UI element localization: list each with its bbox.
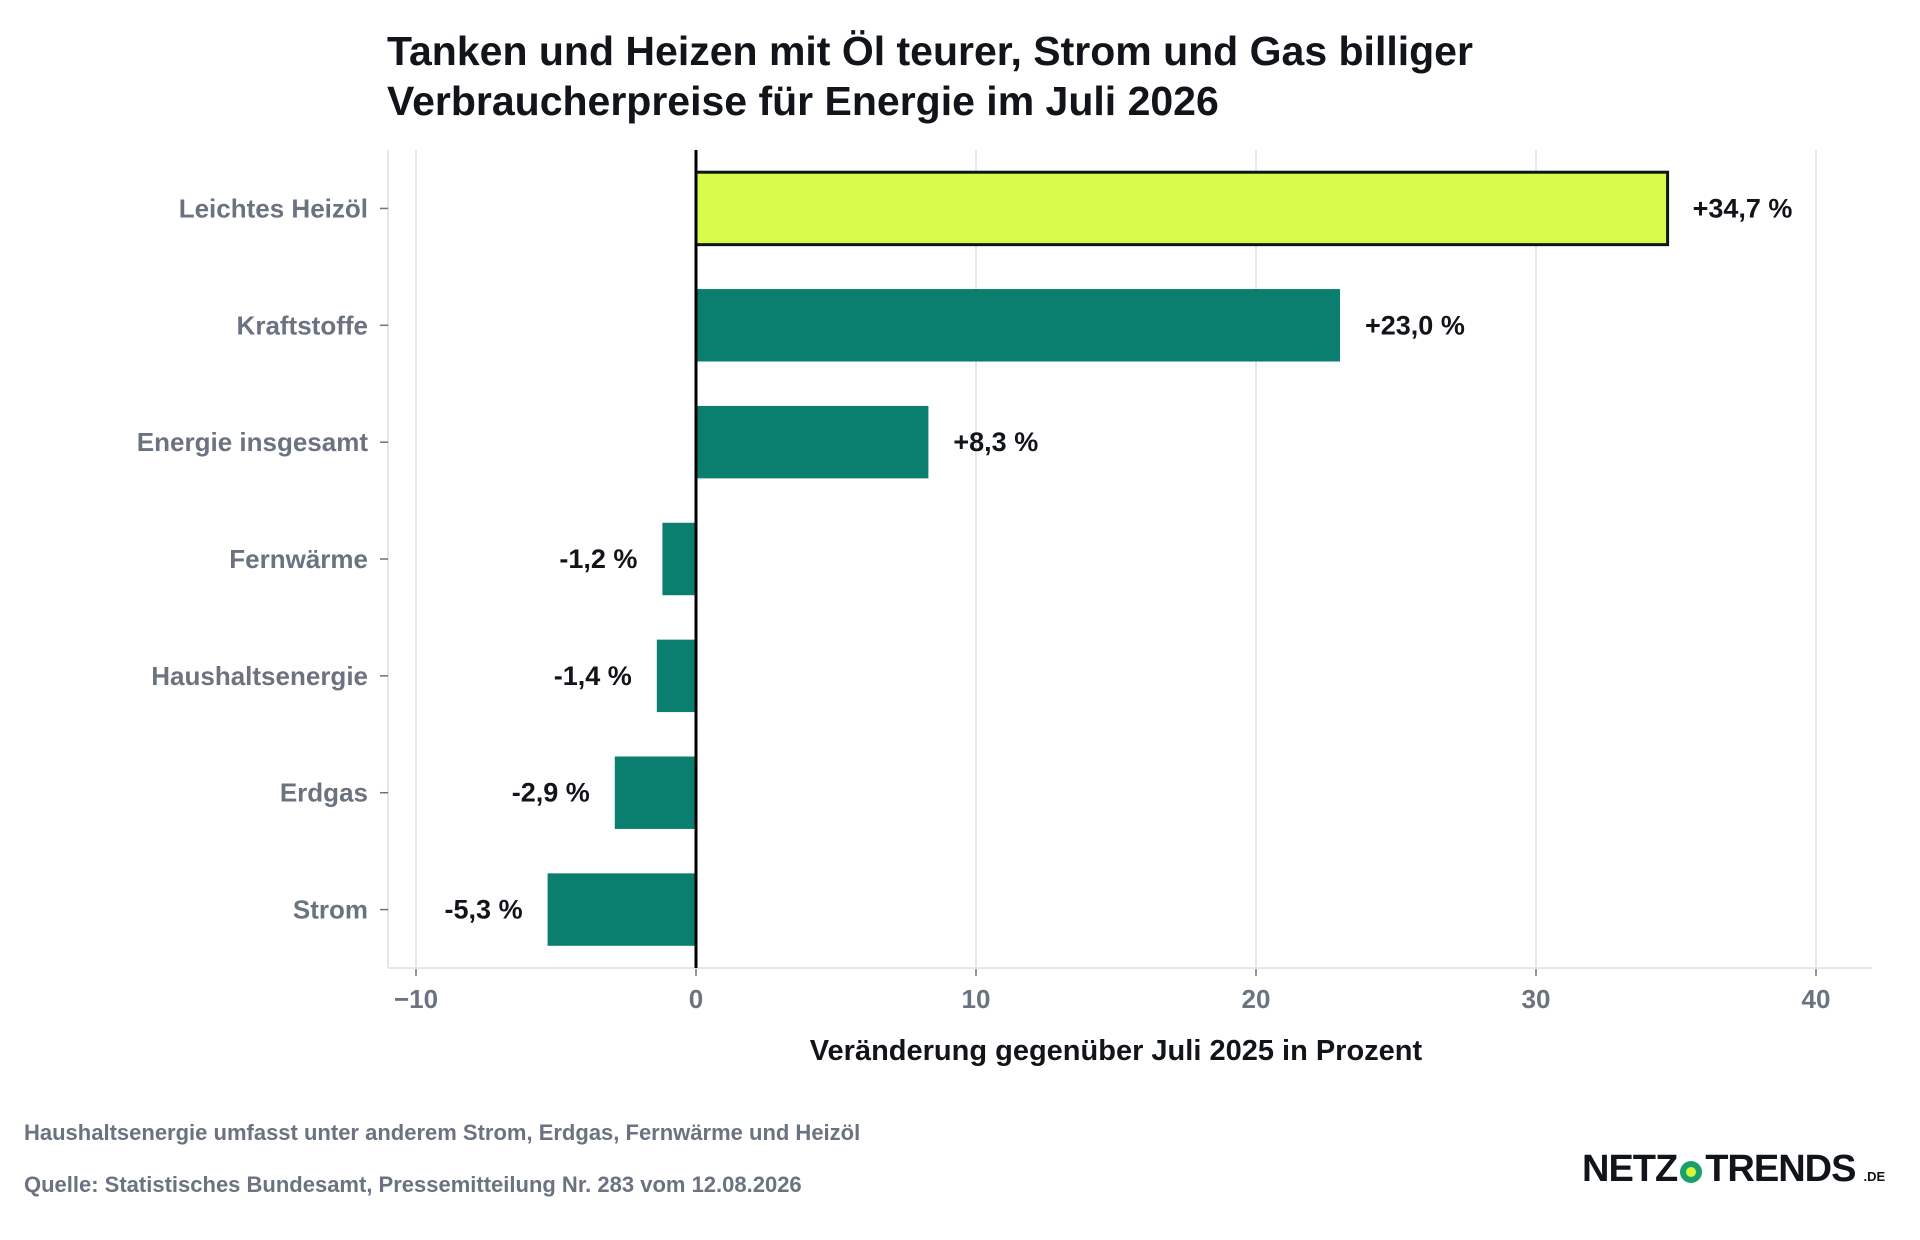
logo-text-left: NETZ <box>1582 1148 1678 1190</box>
brand-logo: NETZ TRENDS .DE <box>1582 1148 1885 1191</box>
x-tick-label: 30 <box>1522 984 1551 1014</box>
bar <box>696 405 929 479</box>
chart-title-line2: Verbraucherpreise für Energie im Juli 20… <box>387 78 1219 124</box>
category-label: Strom <box>293 895 368 925</box>
chart-title: Tanken und Heizen mit Öl teurer, Strom u… <box>387 26 1473 126</box>
category-label: Fernwärme <box>229 544 368 574</box>
source-note: Quelle: Statistisches Bundesamt, Pressem… <box>24 1172 802 1197</box>
data-label: -2,9 % <box>512 778 590 808</box>
logo-text-right: TRENDS <box>1705 1148 1856 1190</box>
bar <box>696 289 1340 362</box>
x-tick-label: 20 <box>1242 984 1271 1014</box>
x-tick-label: −10 <box>394 984 438 1014</box>
category-label: Kraftstoffe <box>237 310 368 340</box>
data-label: +8,3 % <box>953 427 1038 457</box>
x-tick-label: 0 <box>689 984 703 1014</box>
data-label: +34,7 % <box>1693 193 1793 223</box>
bar <box>662 522 696 596</box>
bar-chart: −10 0 10 20 30 40 Leichtes Heizöl +34,7 % Krafts… <box>137 150 1872 1067</box>
data-label: -1,4 % <box>554 661 632 691</box>
chart-title-line1: Tanken und Heizen mit Öl teurer, Strom u… <box>387 28 1473 74</box>
category-label: Leichtes Heizöl <box>179 193 368 223</box>
x-tick-label: 10 <box>962 984 991 1014</box>
x-axis-label: Veränderung gegenüber Juli 2025 in Proze… <box>810 1035 1423 1067</box>
bar <box>547 873 696 946</box>
data-label: +23,0 % <box>1365 310 1465 340</box>
bar <box>694 170 1670 247</box>
bar <box>656 639 696 713</box>
category-label: Erdgas <box>280 778 368 808</box>
logo-dot-icon <box>1680 1161 1703 1183</box>
bar <box>614 756 696 829</box>
x-tick-label: 40 <box>1802 984 1831 1014</box>
category-label: Energie insgesamt <box>137 427 369 457</box>
data-label: -1,2 % <box>559 544 637 574</box>
footnote: Haushaltsenergie umfasst unter anderem S… <box>24 1120 861 1145</box>
logo-tld: .DE <box>1863 1169 1886 1184</box>
category-label: Haushaltsenergie <box>151 661 368 691</box>
data-label: -5,3 % <box>445 895 523 925</box>
